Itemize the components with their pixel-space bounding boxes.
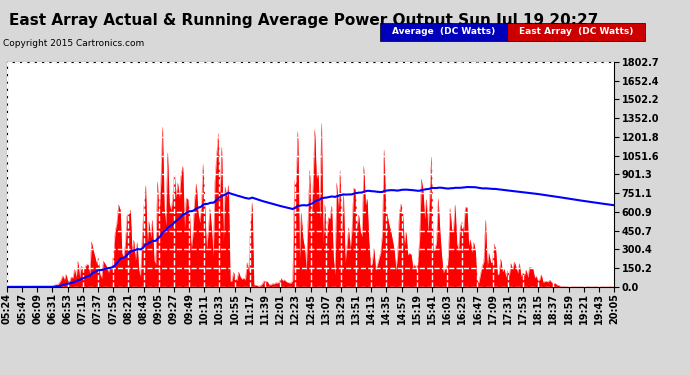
Text: Copyright 2015 Cartronics.com: Copyright 2015 Cartronics.com <box>3 39 145 48</box>
Text: East Array Actual & Running Average Power Output Sun Jul 19 20:27: East Array Actual & Running Average Powe… <box>9 13 598 28</box>
Text: East Array  (DC Watts): East Array (DC Watts) <box>519 27 633 36</box>
Text: Average  (DC Watts): Average (DC Watts) <box>392 27 495 36</box>
